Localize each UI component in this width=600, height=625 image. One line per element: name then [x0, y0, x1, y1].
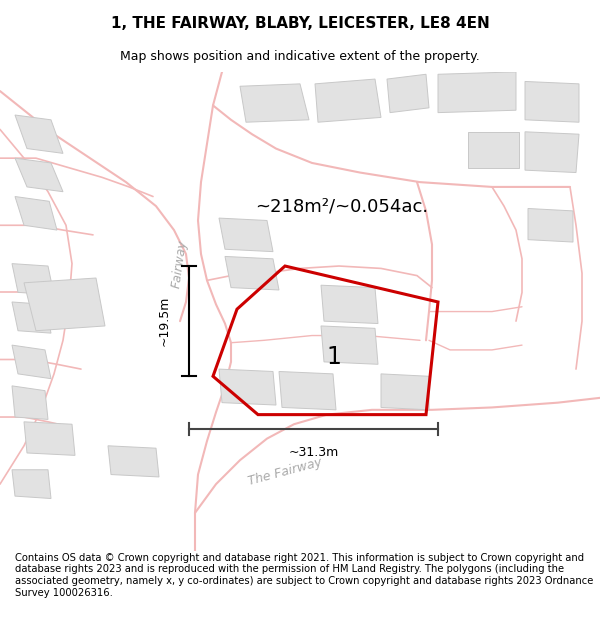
Text: Contains OS data © Crown copyright and database right 2021. This information is : Contains OS data © Crown copyright and d… [15, 552, 593, 598]
Polygon shape [321, 326, 378, 364]
Polygon shape [525, 132, 579, 173]
Polygon shape [468, 132, 519, 168]
Text: ~31.3m: ~31.3m [289, 446, 338, 459]
Polygon shape [438, 72, 516, 112]
Text: ~19.5m: ~19.5m [157, 296, 170, 346]
Polygon shape [387, 74, 429, 112]
Polygon shape [225, 256, 279, 290]
Polygon shape [12, 264, 54, 295]
Polygon shape [12, 386, 48, 419]
Text: The Fairway: The Fairway [247, 456, 323, 488]
Polygon shape [219, 218, 273, 252]
Polygon shape [108, 446, 159, 477]
Text: Map shows position and indicative extent of the property.: Map shows position and indicative extent… [120, 50, 480, 63]
Polygon shape [321, 285, 378, 324]
Polygon shape [12, 302, 51, 333]
Polygon shape [12, 470, 51, 499]
Polygon shape [279, 371, 336, 410]
Polygon shape [525, 81, 579, 122]
Polygon shape [240, 84, 309, 122]
Polygon shape [315, 79, 381, 122]
Polygon shape [24, 422, 75, 456]
Polygon shape [15, 115, 63, 153]
Text: 1, THE FAIRWAY, BLABY, LEICESTER, LE8 4EN: 1, THE FAIRWAY, BLABY, LEICESTER, LE8 4E… [110, 16, 490, 31]
Polygon shape [381, 374, 429, 410]
Polygon shape [528, 209, 573, 242]
Text: Fairway: Fairway [170, 239, 190, 289]
Text: 1: 1 [326, 345, 341, 369]
Polygon shape [15, 158, 63, 192]
Polygon shape [24, 278, 105, 331]
Polygon shape [219, 369, 276, 405]
Polygon shape [12, 345, 51, 379]
Text: ~218m²/~0.054ac.: ~218m²/~0.054ac. [256, 197, 428, 215]
Polygon shape [15, 196, 57, 230]
